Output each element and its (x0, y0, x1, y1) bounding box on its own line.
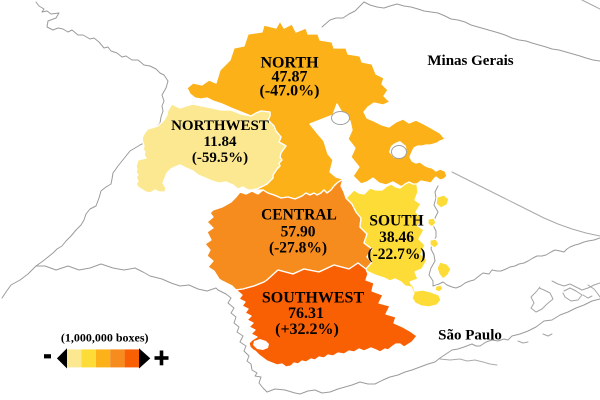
svg-text:11.84: 11.84 (204, 134, 237, 150)
svg-text:NORTH: NORTH (260, 55, 319, 72)
svg-text:Minas Gerais: Minas Gerais (427, 53, 513, 69)
svg-text:38.46: 38.46 (379, 229, 414, 246)
svg-text:(-47.0%): (-47.0%) (260, 83, 320, 100)
svg-text:(-27.8%): (-27.8%) (269, 240, 327, 257)
svg-text:57.90: 57.90 (281, 224, 316, 241)
svg-text:NORTHWEST: NORTHWEST (171, 118, 269, 134)
svg-text:76.31: 76.31 (288, 305, 324, 322)
svg-text:47.87: 47.87 (272, 69, 308, 86)
svg-text:CENTRAL: CENTRAL (261, 207, 337, 224)
svg-text:(-59.5%): (-59.5%) (192, 150, 248, 166)
svg-text:São Paulo: São Paulo (438, 328, 502, 344)
svg-text:(1,000,000 boxes): (1,000,000 boxes) (61, 331, 149, 345)
svg-text:SOUTH: SOUTH (369, 213, 423, 230)
svg-text:(+32.2%): (+32.2%) (275, 321, 339, 338)
svg-text:SOUTHWEST: SOUTHWEST (262, 290, 365, 307)
svg-text:(-22.7%): (-22.7%) (367, 246, 425, 263)
